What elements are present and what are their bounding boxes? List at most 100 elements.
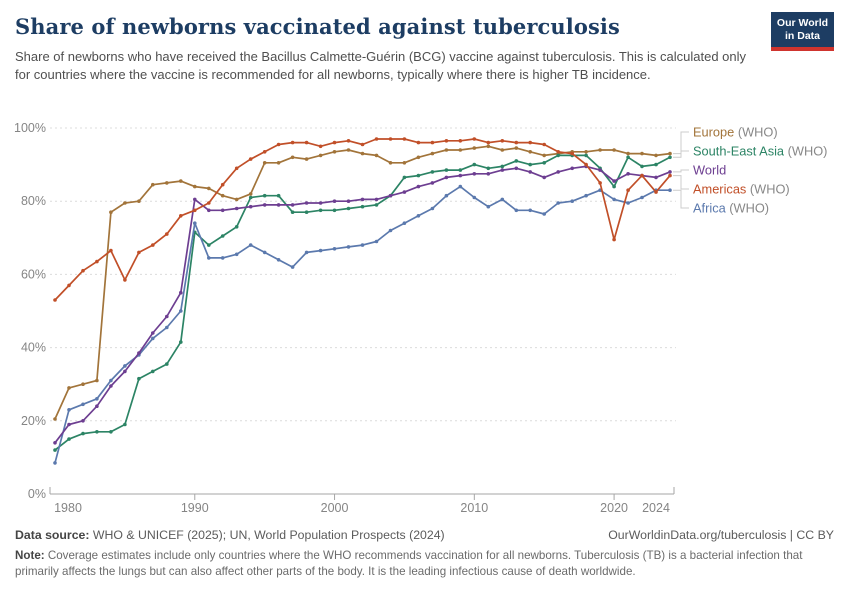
data-point: [570, 151, 574, 156]
series-south-east-asia[interactable]: [53, 153, 672, 452]
legend-entry-europe[interactable]: Europe (WHO): [693, 125, 778, 140]
series-world[interactable]: [53, 164, 672, 445]
data-point: [193, 197, 197, 202]
data-point: [668, 155, 672, 160]
data-point: [430, 151, 435, 156]
data-point: [500, 148, 505, 152]
data-point: [444, 175, 449, 180]
data-point: [486, 172, 491, 176]
data-point: [67, 386, 71, 390]
data-point: [500, 139, 505, 143]
chart-title: Share of newborns vaccinated against tub…: [15, 14, 620, 39]
data-point: [81, 419, 85, 423]
data-point: [304, 140, 309, 145]
data-point: [95, 404, 99, 409]
data-source-label: Data source:: [15, 528, 90, 542]
data-point: [556, 150, 560, 154]
data-point: [514, 208, 519, 213]
series-europe[interactable]: [53, 144, 672, 421]
series-line-europe: [54, 145, 671, 420]
data-point: [388, 193, 393, 198]
note-value: Coverage estimates include only countrie…: [15, 549, 803, 578]
data-point: [542, 153, 546, 158]
data-point: [584, 193, 588, 198]
data-point: [318, 201, 323, 205]
data-point: [472, 195, 477, 200]
data-point: [472, 162, 477, 167]
series-africa[interactable]: [53, 184, 672, 465]
data-point: [500, 197, 505, 202]
data-point: [220, 256, 225, 260]
legend-entry-americas[interactable]: Americas (WHO): [693, 182, 790, 197]
data-point: [151, 369, 155, 374]
note-label: Note:: [15, 549, 45, 562]
data-point: [612, 197, 616, 202]
data-point: [486, 204, 491, 209]
legend-connector: [673, 131, 689, 155]
data-point: [123, 422, 127, 427]
data-point: [654, 175, 658, 180]
legend-entry-africa[interactable]: Africa (WHO): [693, 201, 769, 216]
data-point: [67, 283, 71, 288]
legend-entry-world[interactable]: World: [693, 163, 726, 178]
data-point: [528, 162, 532, 167]
data-point: [207, 243, 211, 247]
data-point: [207, 208, 211, 213]
data-point: [556, 153, 560, 158]
data-point: [109, 384, 113, 388]
data-point: [234, 197, 239, 202]
data-point: [374, 197, 379, 202]
data-point: [458, 173, 463, 178]
owid-logo[interactable]: Our World in Data: [771, 12, 834, 52]
data-point: [332, 247, 337, 251]
series-americas[interactable]: [53, 137, 672, 302]
data-point: [584, 162, 588, 167]
x-tick-label: 2020: [600, 501, 628, 515]
data-point: [584, 150, 588, 154]
data-point: [165, 314, 169, 319]
data-point: [248, 157, 253, 161]
data-point: [81, 382, 85, 387]
data-point: [388, 161, 393, 165]
footer: Data source: WHO & UNICEF (2025); UN, Wo…: [0, 528, 850, 580]
data-point: [207, 186, 211, 191]
data-point: [388, 137, 393, 141]
data-point: [290, 265, 295, 269]
data-point: [346, 206, 351, 211]
data-point: [290, 203, 295, 207]
data-point: [444, 139, 449, 143]
data-point: [430, 181, 435, 185]
data-point: [137, 199, 141, 203]
data-point: [486, 144, 491, 149]
data-point: [514, 166, 519, 171]
data-point: [123, 364, 127, 368]
data-point: [514, 140, 519, 145]
data-point: [95, 397, 99, 401]
data-point: [542, 142, 546, 147]
data-point: [179, 179, 183, 183]
data-point: [137, 376, 141, 381]
data-point: [402, 137, 407, 141]
data-point: [402, 161, 407, 165]
data-point: [262, 150, 267, 154]
data-point: [95, 430, 99, 434]
legend-entry-south-east-asia[interactable]: South-East Asia (WHO): [693, 144, 827, 159]
data-point: [346, 139, 351, 143]
citation-link[interactable]: OurWorldinData.org/tuberculosis | CC BY: [608, 528, 834, 542]
data-point: [416, 214, 421, 218]
data-point: [332, 150, 337, 154]
data-point: [626, 151, 630, 156]
series-line-americas: [54, 138, 671, 301]
data-point: [262, 193, 267, 198]
data-point: [53, 461, 57, 465]
y-tick-label: 100%: [14, 121, 46, 135]
data-point: [95, 259, 99, 264]
data-point: [374, 203, 379, 207]
y-tick-label: 40%: [21, 341, 46, 355]
data-point: [290, 140, 295, 145]
data-point: [53, 298, 57, 302]
data-point: [416, 155, 421, 160]
data-point: [528, 170, 532, 174]
data-point: [151, 243, 155, 247]
data-point: [262, 250, 267, 255]
